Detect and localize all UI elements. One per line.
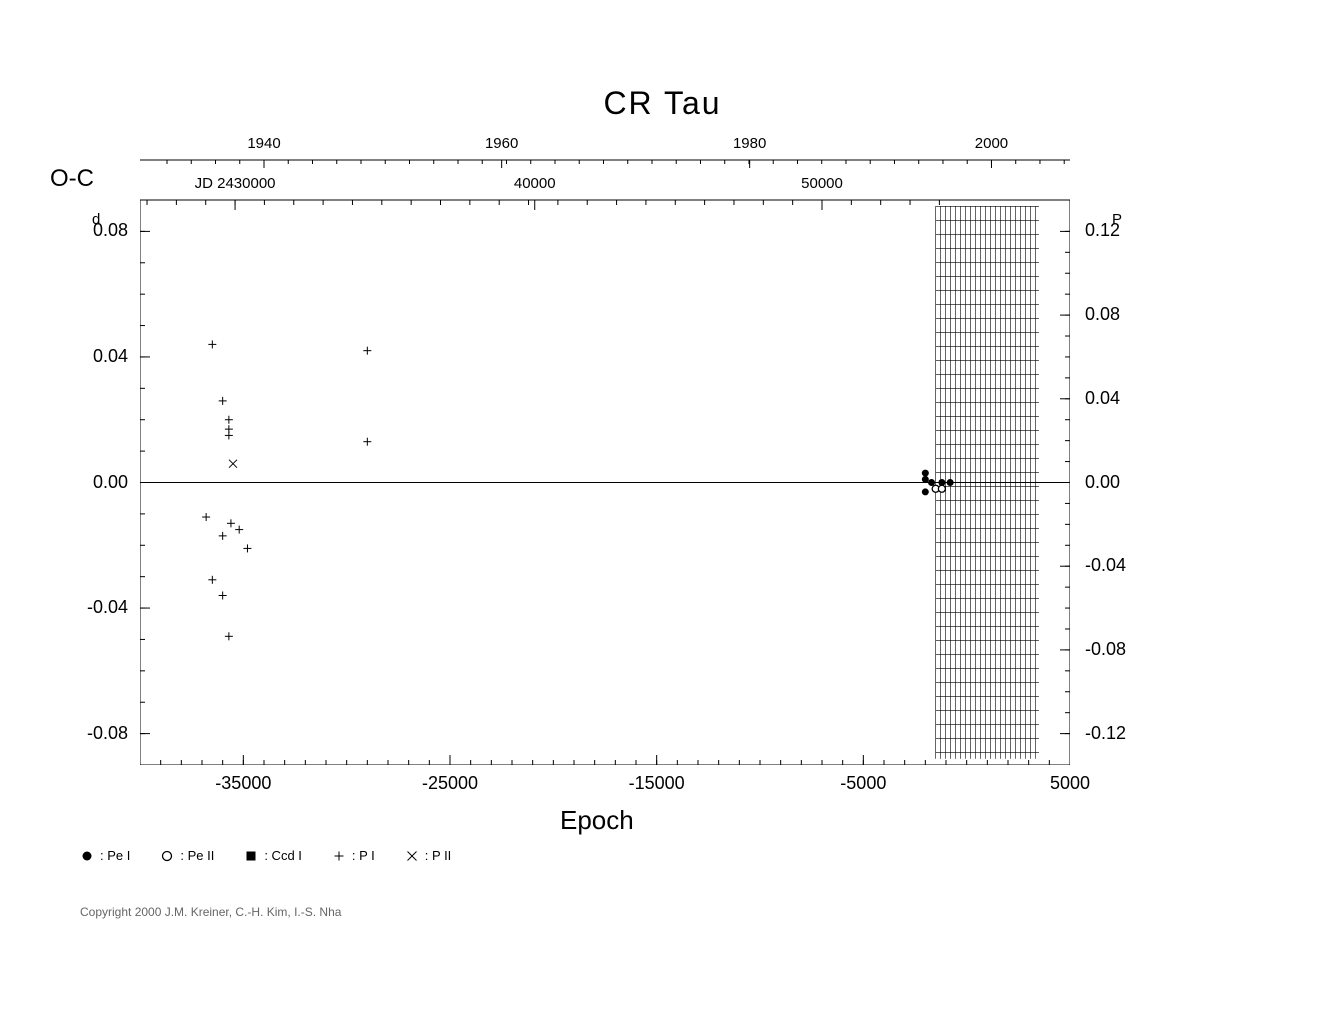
tick-label: -0.04 (1085, 555, 1126, 576)
tick-label: -5000 (840, 773, 886, 794)
tick-label: 0.08 (1085, 304, 1120, 325)
tick-label: -0.08 (1085, 639, 1126, 660)
tick-label: 1980 (733, 135, 766, 152)
tick-label: -15000 (629, 773, 685, 794)
legend-label: : Ccd I (264, 848, 302, 863)
tick-label: 40000 (514, 175, 556, 192)
legend-item: : P I (332, 848, 375, 863)
tick-label: 1960 (485, 135, 518, 152)
tick-label: 5000 (1050, 773, 1090, 794)
tick-label: -0.08 (87, 723, 128, 744)
y-axis-label: O-C (50, 165, 94, 193)
tick-label: 2000 (975, 135, 1008, 152)
tick-label: 0.04 (1085, 388, 1120, 409)
y-right-unit: P (1112, 211, 1122, 228)
legend-item: : P II (405, 848, 452, 863)
tick-label: 1940 (247, 135, 280, 152)
filled-square-icon (244, 849, 258, 863)
legend-item: : Ccd I (244, 848, 302, 863)
legend-label: : Pe II (180, 848, 214, 863)
y-left-unit: d (92, 211, 100, 228)
x-icon (405, 849, 419, 863)
tick-label: 0.04 (93, 346, 128, 367)
legend-item: : Pe I (80, 848, 130, 863)
chart-title: CR Tau (603, 85, 721, 122)
legend: : Pe I : Pe II : Ccd I : P I : P II (80, 848, 451, 863)
tick-label: -0.04 (87, 597, 128, 618)
tick-label: JD 2430000 (195, 175, 276, 192)
legend-item: : Pe II (160, 848, 214, 863)
tick-label: 0.00 (1085, 472, 1120, 493)
tick-label: -0.12 (1085, 723, 1126, 744)
legend-label: : P II (425, 848, 452, 863)
plot-svg (140, 130, 1070, 765)
legend-label: : P I (352, 848, 375, 863)
chart-container: CR Tau O-C Epoch : Pe I: Pe II: Ccd I: P… (0, 0, 1325, 1020)
filled-circle-icon (80, 849, 94, 863)
legend-label: : Pe I (100, 848, 130, 863)
x-axis-label: Epoch (560, 805, 634, 836)
plus-icon (332, 849, 346, 863)
open-circle-icon (160, 849, 174, 863)
tick-label: -25000 (422, 773, 478, 794)
tick-label: 0.00 (93, 472, 128, 493)
tick-label: 50000 (801, 175, 843, 192)
tick-label: -35000 (215, 773, 271, 794)
copyright-text: Copyright 2000 J.M. Kreiner, C.-H. Kim, … (80, 905, 341, 919)
